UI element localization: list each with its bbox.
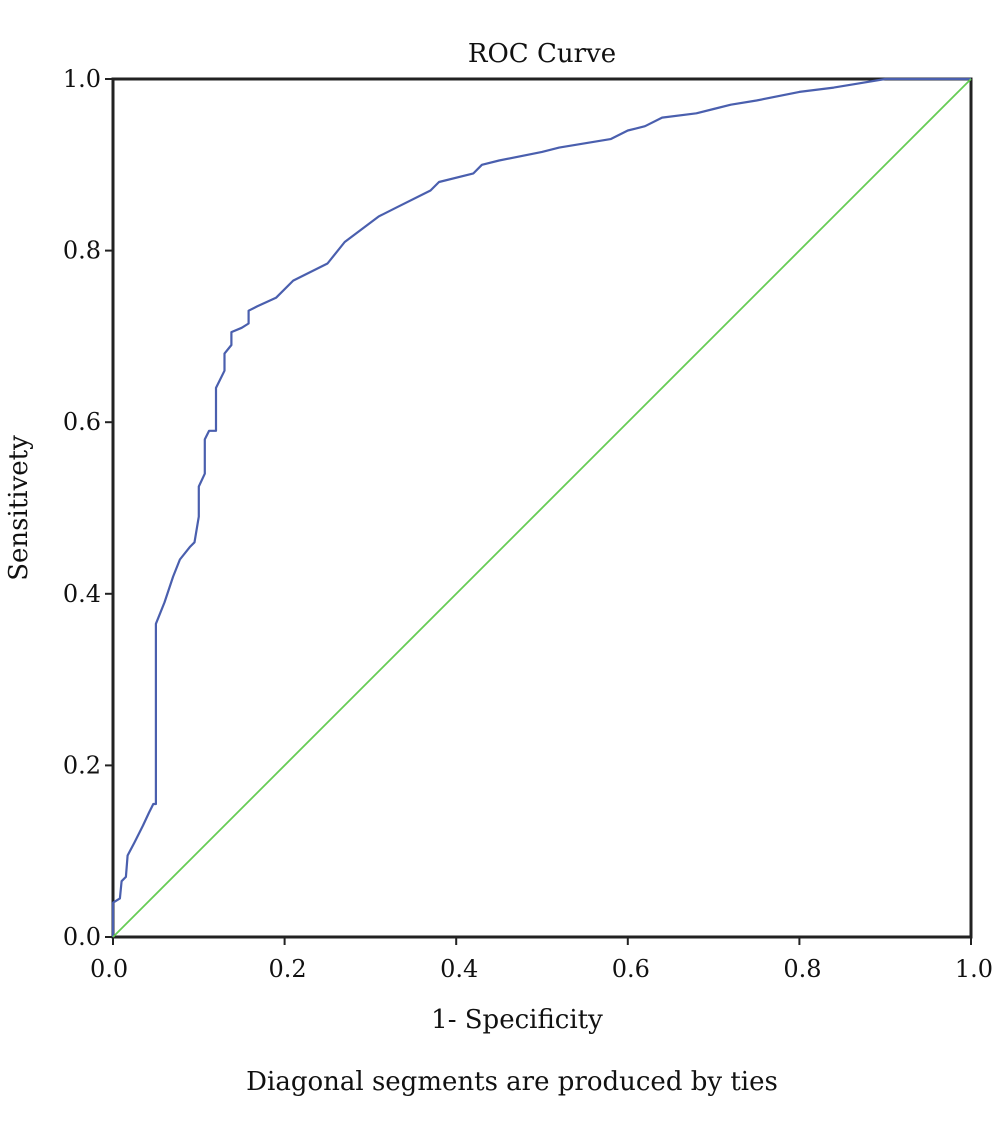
x-axis: 0.0 0.2 0.4 0.6 0.8 1.0 bbox=[90, 937, 993, 983]
y-axis-label: Sensitivety bbox=[4, 435, 34, 581]
roc-curve-line bbox=[111, 77, 971, 937]
x-tick-label: 0.0 bbox=[90, 955, 128, 983]
y-tick-label: 0.6 bbox=[63, 408, 101, 436]
x-tick-label: 0.8 bbox=[783, 955, 821, 983]
y-tick-label: 1.0 bbox=[63, 65, 101, 93]
x-axis-label: 1- Specificity bbox=[431, 1005, 603, 1035]
x-tick-label: 0.4 bbox=[440, 955, 478, 983]
chart-title: ROC Curve bbox=[468, 39, 616, 69]
plot-frame bbox=[111, 77, 973, 939]
reference-diagonal-line bbox=[112, 78, 972, 938]
y-tick-label: 0.4 bbox=[63, 580, 101, 608]
y-tick-label: 0.0 bbox=[63, 923, 101, 951]
plot-area: 0.0 0.2 0.4 0.6 0.8 1.0 0.0 0.2 0.4 0.6 0.8 1.0 bbox=[63, 65, 993, 983]
chart-footnote: Diagonal segments are produced by ties bbox=[246, 1067, 778, 1097]
y-axis: 0.0 0.2 0.4 0.6 0.8 1.0 bbox=[63, 65, 113, 951]
y-tick-label: 0.8 bbox=[63, 237, 101, 265]
y-tick-label: 0.2 bbox=[63, 751, 101, 779]
x-tick-label: 1.0 bbox=[955, 955, 993, 983]
x-tick-label: 0.2 bbox=[269, 955, 307, 983]
x-tick-label: 0.6 bbox=[612, 955, 650, 983]
series-layer bbox=[111, 77, 972, 938]
